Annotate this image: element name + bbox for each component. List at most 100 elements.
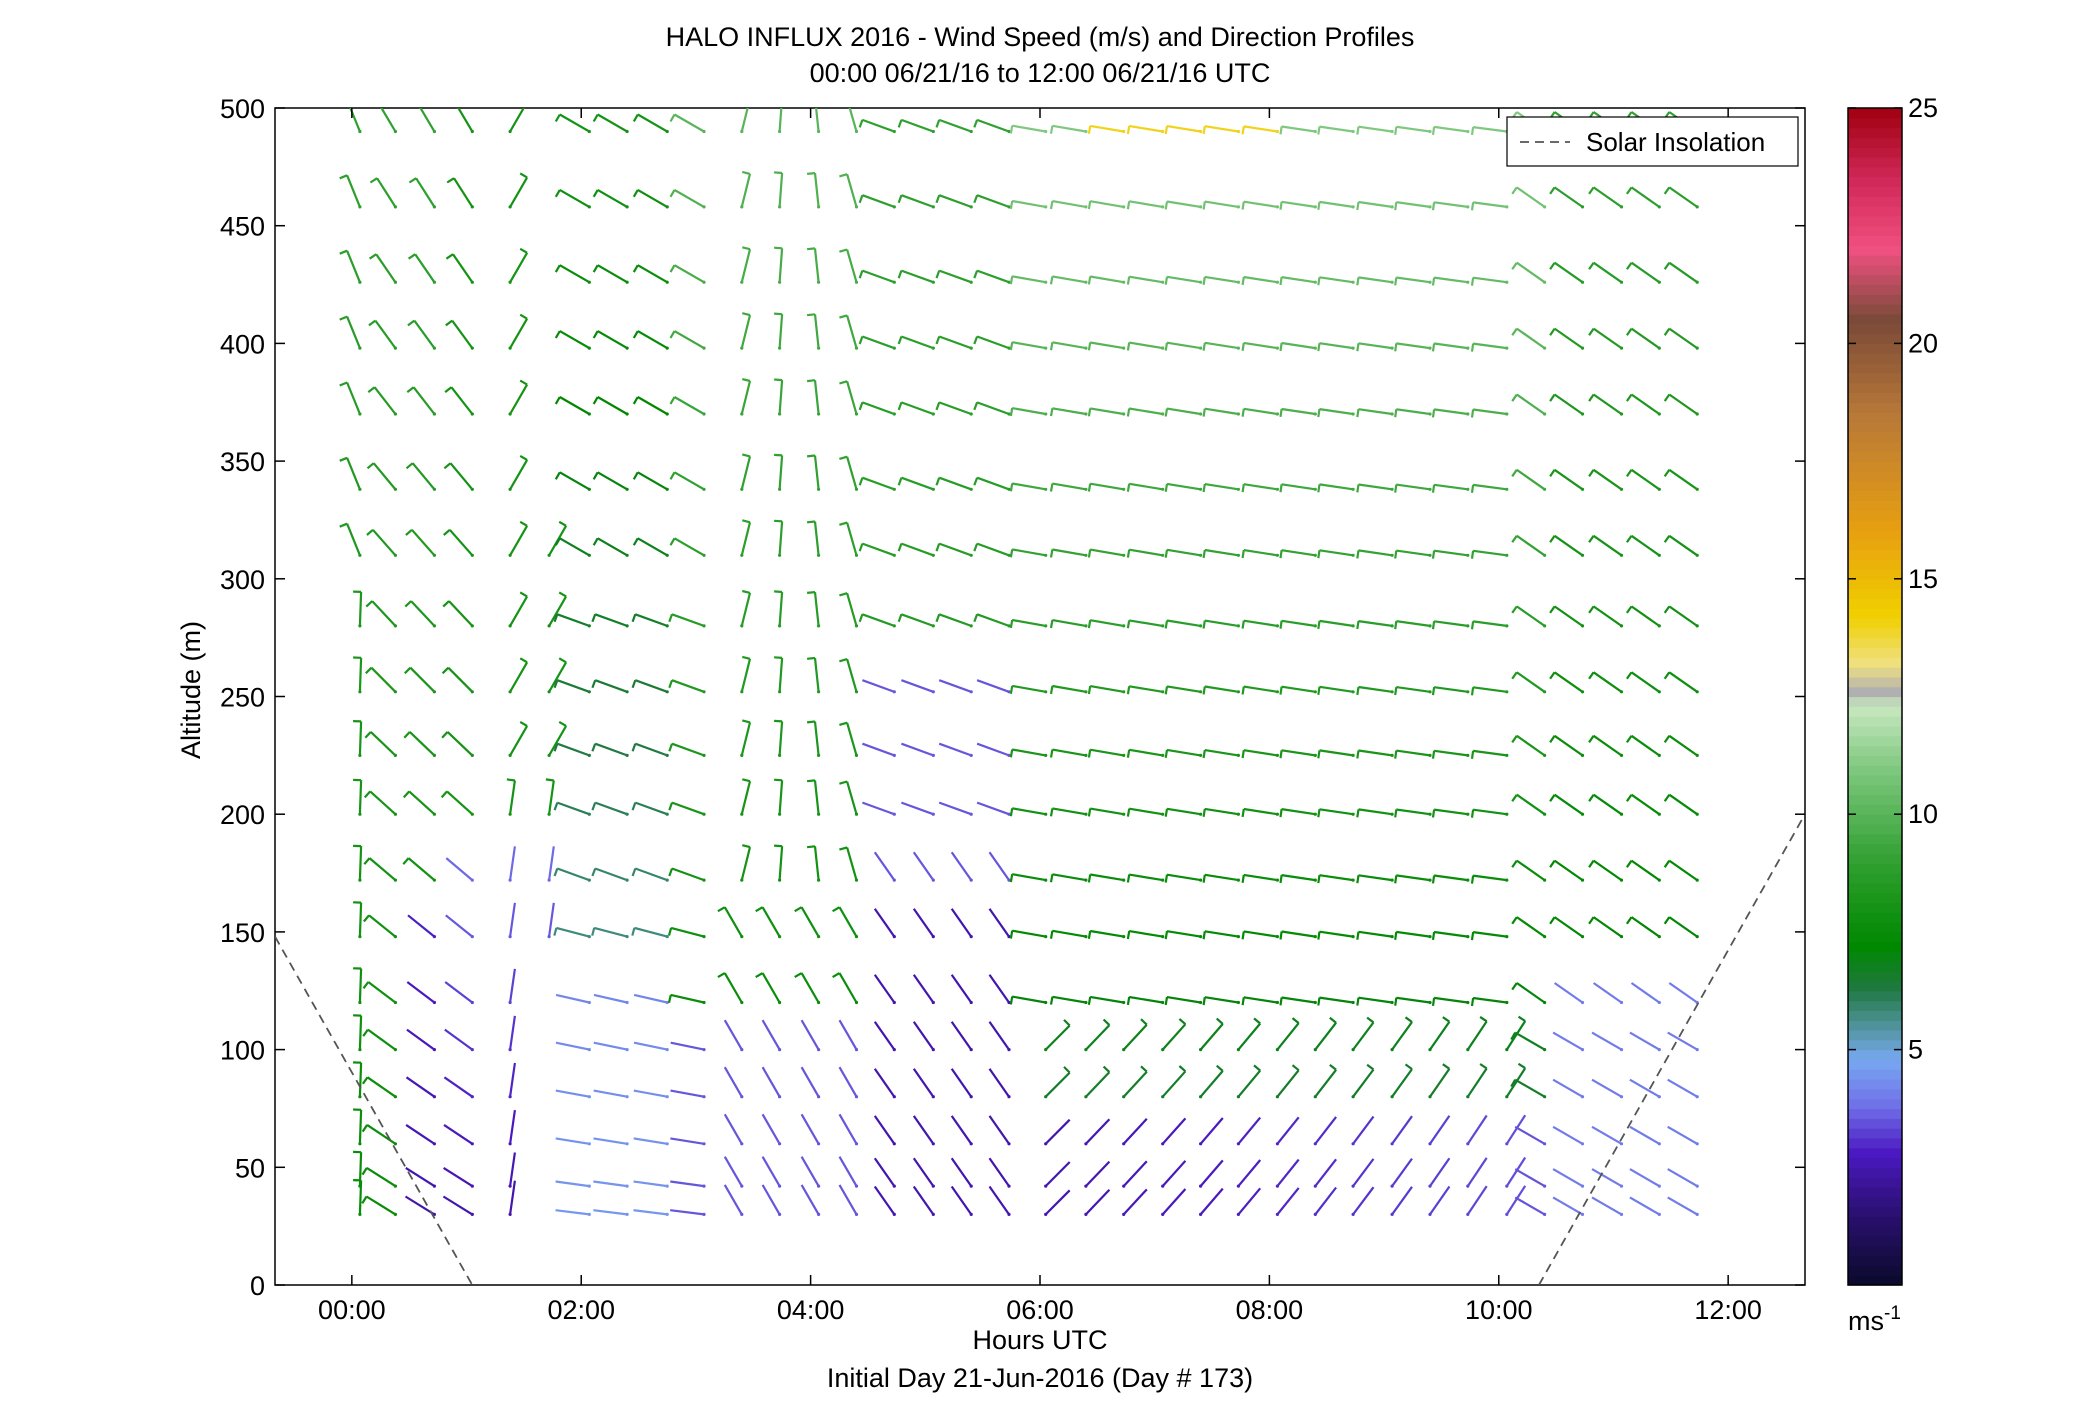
colorbar-segment (1848, 559, 1902, 570)
wind-barb-shaft (1090, 873, 1124, 882)
wind-barb-point (778, 1142, 782, 1146)
wind-barb-flag (1366, 1016, 1375, 1024)
wind-barb-point (1275, 205, 1279, 209)
wind-barb-flag (362, 1028, 369, 1037)
wind-barb-flag (558, 657, 567, 664)
wind-barb-flag (858, 270, 864, 279)
wind-barb-shaft (1553, 916, 1584, 938)
wind-barb-point (1505, 1212, 1509, 1216)
wind-barb-flag (1126, 201, 1131, 210)
wind-barb-point (931, 753, 935, 758)
wind-barb-shaft (633, 1209, 668, 1216)
wind-barb-shaft (901, 118, 934, 133)
wind-barb-point (1122, 935, 1126, 939)
wind-barb-flag (1588, 393, 1595, 402)
x-tick-label: 02:00 (547, 1295, 615, 1325)
wind-barb-shaft (671, 613, 705, 627)
wind-barb-shaft (873, 1115, 896, 1145)
wind-barb-shaft (976, 679, 1010, 693)
wind-barb-flag (1126, 749, 1131, 758)
wind-barb-shaft (346, 523, 361, 556)
wind-barb-shaft (1629, 1196, 1660, 1216)
wind-barb-point (1657, 487, 1661, 491)
wind-barb-shaft (813, 172, 820, 208)
wind-barb-flag (742, 453, 751, 458)
wind-barb-point (665, 753, 669, 758)
wind-barb-flag (1663, 916, 1671, 925)
wind-barb-point (1007, 1048, 1011, 1052)
wind-barb-flag (1164, 620, 1169, 629)
wind-barb-flag (553, 927, 558, 936)
wind-barb-point (1122, 346, 1126, 350)
wind-barb-shaft (1166, 125, 1201, 133)
wind-barb-shaft (1472, 276, 1507, 284)
wind-barb-point (432, 1048, 436, 1052)
wind-barb-shaft (444, 1028, 473, 1051)
wind-barb-point (892, 1142, 896, 1146)
wind-barb-shaft (1237, 1022, 1262, 1051)
wind-barb-shaft (800, 1066, 820, 1098)
wind-barb-point (1390, 878, 1394, 882)
wind-barb-flag (368, 253, 377, 260)
y-tick-label: 50 (235, 1153, 265, 1183)
wind-barb-flag (340, 100, 347, 103)
wind-barb-shaft (1166, 996, 1201, 1004)
wind-barb-shaft (358, 846, 363, 881)
wind-barb-shaft (1012, 199, 1046, 208)
wind-barb-flag (1517, 1015, 1526, 1022)
wind-barb-shaft (1514, 1196, 1546, 1216)
wind-barb-shaft (670, 1137, 705, 1145)
wind-barb-flag (1164, 808, 1169, 817)
wind-barb-point (1084, 878, 1088, 882)
wind-barb-shaft (912, 851, 935, 881)
wind-barb-flag (1126, 342, 1131, 351)
wind-barb-point (1122, 1095, 1126, 1099)
wind-barb-point (1044, 1184, 1048, 1188)
wind-barb-flag (519, 657, 528, 664)
wind-barb-shaft (862, 613, 895, 627)
wind-barb-point (625, 205, 629, 209)
wind-barb-shaft (593, 1089, 628, 1098)
wind-barb-flag (440, 790, 448, 799)
wind-barb-shaft (1012, 275, 1046, 284)
wind-barb-shaft (368, 914, 397, 938)
wind-barb-flag (1087, 808, 1092, 817)
wind-barb-flag (742, 97, 750, 99)
wind-barb-flag (1126, 276, 1131, 285)
wind-barb-point (1428, 1212, 1432, 1216)
wind-barb-shaft (1085, 1160, 1111, 1187)
colorbar-segment (1848, 1245, 1902, 1257)
wind-barb-shaft (1433, 930, 1468, 938)
wind-barb-flag (554, 471, 561, 480)
colorbar-segment (1848, 1255, 1902, 1266)
wind-barb-point (1275, 1095, 1279, 1099)
wind-barb-point (969, 1000, 973, 1005)
wind-barb-shaft (976, 476, 1010, 491)
wind-barb-point (817, 1048, 821, 1052)
wind-barb-point (1695, 205, 1699, 209)
wind-barb-flag (1588, 859, 1595, 868)
wind-barb-flag (807, 98, 815, 99)
wind-barb-flag (545, 778, 554, 782)
wind-barb-shaft (1630, 916, 1660, 938)
wind-barb-flag (1279, 342, 1283, 352)
wind-barb-point (587, 487, 591, 491)
wind-barb-point (470, 1048, 474, 1052)
wind-barb-shaft (761, 1156, 781, 1187)
wind-barb-point (1351, 346, 1355, 350)
wind-barb-point (625, 346, 629, 350)
colorbar-segment (1848, 255, 1902, 266)
wind-barb-shaft (1090, 482, 1124, 491)
wind-barb-flag (1588, 327, 1595, 336)
wind-barb-point (393, 1095, 397, 1099)
wind-barb-shaft (1630, 327, 1660, 350)
wind-barb-shaft (1396, 276, 1431, 284)
wind-barb-shaft (637, 537, 668, 557)
wind-barb-shaft (556, 742, 590, 757)
wind-barb-flag (774, 453, 783, 457)
wind-barb-point (470, 1212, 474, 1216)
wind-barb-shaft (1122, 1023, 1148, 1051)
wind-barb-shaft (1052, 619, 1087, 627)
wind-barb-shaft (1396, 874, 1431, 882)
wind-barb-flag (445, 319, 453, 327)
